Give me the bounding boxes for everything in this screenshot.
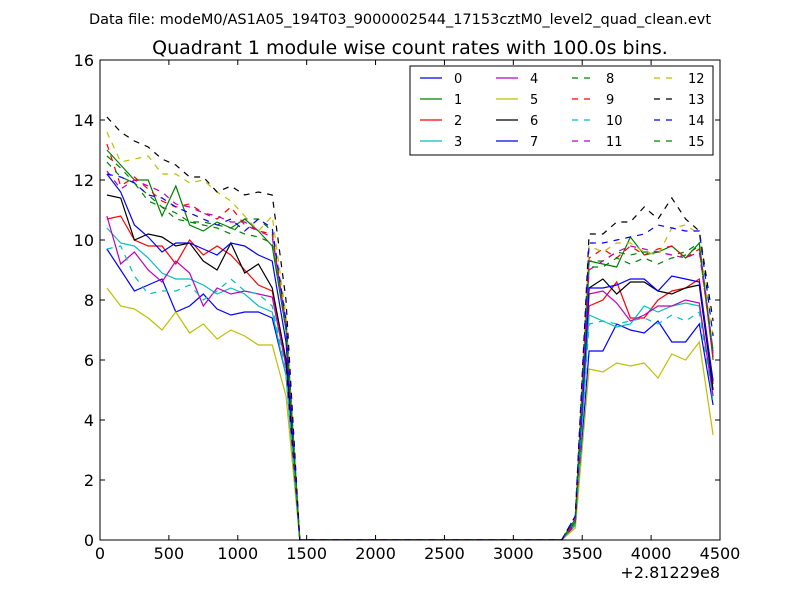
legend-label-14: 14	[688, 114, 705, 129]
legend-label-6: 6	[530, 114, 538, 129]
axis-ticks: 0 500 1000 1500 2000 2500 3000 3500 4000 4500 0 2 4 6…	[74, 51, 741, 563]
legend-label-1: 1	[454, 93, 462, 108]
x-tick-label: 2000	[355, 544, 396, 563]
y-tick-label: 10	[74, 231, 94, 250]
series-line-2	[106, 215, 714, 540]
legend-label-2: 2	[454, 114, 462, 129]
chart-suptitle: Data file: modeM0/AS1A05_194T03_90000025…	[89, 12, 711, 28]
x-offset-label: +2.81229e8	[620, 563, 720, 582]
series-line-10	[106, 245, 714, 540]
series-line-14	[106, 173, 714, 540]
legend-label-12: 12	[688, 72, 705, 87]
legend-label-0: 0	[454, 72, 462, 87]
y-tick-label: 2	[84, 471, 94, 490]
series-line-6	[106, 194, 714, 540]
y-tick-label: 0	[84, 531, 94, 550]
x-tick-label: 4000	[631, 544, 672, 563]
y-tick-label: 12	[74, 171, 94, 190]
series-line-12	[106, 131, 714, 540]
series-line-8	[106, 155, 714, 540]
y-tick-label: 16	[74, 51, 94, 70]
x-tick-label: 1500	[286, 544, 327, 563]
series-line-13	[106, 116, 714, 540]
x-tick-label: 1000	[217, 544, 258, 563]
series-line-15	[106, 161, 714, 540]
series-line-11	[106, 170, 714, 540]
chart-title: Quadrant 1 module wise count rates with …	[152, 37, 668, 59]
x-tick-label: 0	[95, 544, 105, 563]
y-tick-label: 8	[84, 291, 94, 310]
legend-label-8: 8	[606, 72, 614, 87]
y-tick-label: 4	[84, 411, 94, 430]
x-tick-label: 4500	[700, 544, 741, 563]
y-tick-label: 14	[74, 111, 94, 130]
legend-label-3: 3	[454, 135, 462, 150]
legend-label-9: 9	[606, 93, 614, 108]
x-tick-label: 3000	[493, 544, 534, 563]
series-line-5	[106, 287, 714, 540]
series-line-1	[106, 149, 714, 540]
x-tick-label: 2500	[424, 544, 465, 563]
legend-label-7: 7	[530, 135, 538, 150]
series-line-9	[106, 143, 714, 540]
y-tick-label: 6	[84, 351, 94, 370]
series-line-0	[106, 248, 714, 540]
legend-frame	[409, 65, 714, 156]
legend-label-4: 4	[530, 72, 538, 87]
series-line-3	[106, 227, 714, 540]
legend-label-13: 13	[688, 93, 705, 108]
series-line-7	[106, 173, 714, 540]
x-tick-label: 500	[154, 544, 185, 563]
legend-label-5: 5	[530, 93, 538, 108]
series-line-4	[106, 215, 714, 540]
legend-label-11: 11	[606, 135, 623, 150]
series-layer	[106, 116, 714, 540]
legend-label-15: 15	[688, 135, 705, 150]
legend-label-10: 10	[606, 114, 623, 129]
x-tick-label: 3500	[562, 544, 603, 563]
